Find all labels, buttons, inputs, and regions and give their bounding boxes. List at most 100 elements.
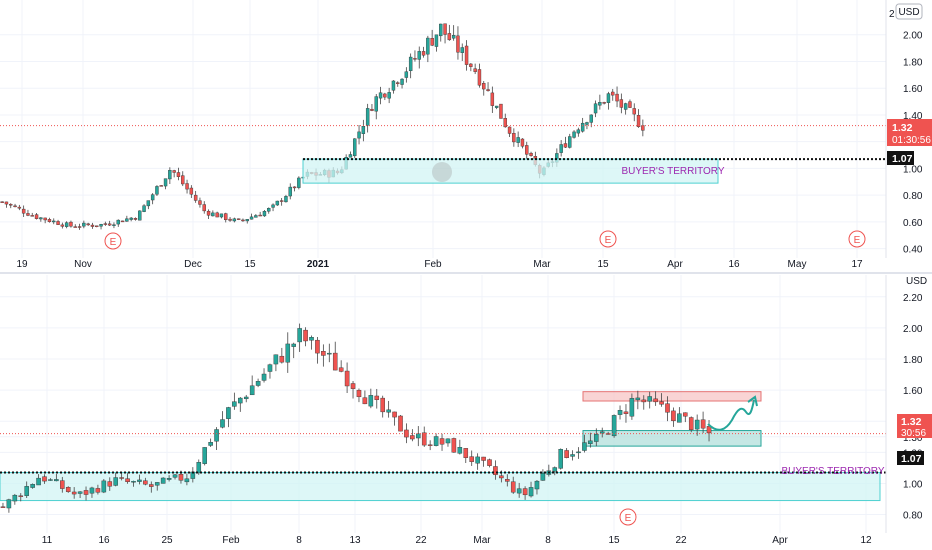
candle (315, 337, 320, 364)
y-tick-label: 1.00 (903, 479, 923, 490)
candle (86, 222, 90, 227)
candle (196, 459, 202, 475)
candle (39, 217, 43, 222)
candle (410, 429, 415, 442)
bottom-time-axis[interactable]: 11 16 25 Feb 8 13 22 Mar 8 15 22 Apr 12 (42, 535, 872, 546)
candle (166, 475, 172, 482)
bottom-currency-label: USD (906, 276, 927, 287)
candle (594, 428, 599, 447)
bottom-overlays (0, 433, 886, 474)
candle (365, 103, 370, 133)
candle (228, 217, 232, 222)
x-tick-label: 15 (244, 259, 256, 270)
candle (404, 67, 409, 83)
candle (647, 391, 652, 409)
candle (21, 205, 26, 217)
candle (505, 474, 510, 487)
earnings-marker-label: E (110, 237, 117, 248)
candle (408, 53, 413, 79)
candle (417, 46, 421, 69)
candle (671, 407, 676, 427)
top-earnings-marker-1[interactable]: E (104, 232, 122, 250)
candle (129, 217, 133, 222)
candle (297, 176, 301, 190)
top-currency-badge[interactable]: USD (895, 3, 923, 20)
candle (119, 472, 124, 481)
candle (451, 25, 456, 41)
candle (606, 91, 611, 110)
earnings-marker-label: E (625, 513, 632, 524)
candle (215, 211, 219, 218)
candle (184, 473, 190, 486)
candle (77, 491, 83, 498)
candle (116, 219, 120, 227)
candle (665, 396, 670, 422)
candle (635, 390, 641, 410)
candle (211, 210, 215, 217)
bottom-chart-panel[interactable]: 0.801.001.201.301.401.601.802.002.20 111… (0, 275, 932, 546)
candle (494, 105, 499, 110)
candle (421, 46, 426, 58)
candle (52, 218, 56, 225)
x-tick-label: 11 (42, 535, 53, 546)
candle (619, 93, 624, 114)
resistance-zone[interactable] (582, 391, 762, 402)
bottom-candles (0, 323, 712, 513)
top-grid (0, 0, 886, 258)
consolidation-zone[interactable] (582, 430, 762, 447)
candle (146, 200, 151, 210)
candle (368, 388, 374, 409)
candle (628, 99, 632, 109)
candle (430, 29, 434, 47)
candle (598, 94, 602, 110)
candle (353, 138, 357, 158)
top-chart-panel[interactable]: 0.400.600.801.001.201.401.601.802.00 19N… (0, 0, 932, 270)
candle (36, 474, 41, 486)
candle (558, 448, 563, 470)
bottom-support-price: 1.07 (901, 453, 922, 465)
candle (636, 109, 641, 128)
buyers-territory-zone[interactable] (0, 472, 881, 502)
candle (172, 474, 178, 480)
candle (416, 426, 421, 447)
candle (120, 220, 125, 223)
candle (176, 167, 181, 181)
candle (112, 222, 116, 229)
y-tick-label: 1.30 (903, 433, 923, 444)
candle (503, 113, 507, 128)
bottom-earnings-marker[interactable]: E (619, 508, 637, 526)
top-earnings-marker-2[interactable]: E (599, 230, 617, 248)
candle (142, 204, 146, 213)
candle (202, 201, 206, 214)
x-tick-label: Mar (533, 259, 551, 270)
x-tick-label: 25 (161, 535, 173, 546)
bottom-last-price: 1.32 (901, 416, 922, 428)
y-tick-label: 2.00 (903, 324, 923, 335)
candle (457, 439, 463, 455)
candle (332, 341, 338, 371)
candle (30, 212, 34, 217)
candle (321, 344, 326, 367)
candle (54, 474, 59, 482)
projection-arrow[interactable] (707, 395, 758, 431)
candle (386, 400, 391, 418)
candle (12, 493, 18, 505)
x-tick-label: 19 (16, 259, 28, 270)
top-time-axis[interactable]: 19 Nov Dec 15 2021 Feb Mar 15 Apr 16 May 17 (16, 259, 863, 270)
candle (202, 447, 207, 466)
candle (576, 127, 581, 137)
candle (473, 63, 477, 75)
top-earnings-marker-3[interactable]: E (848, 230, 866, 248)
candle (629, 393, 635, 420)
candle (271, 203, 275, 212)
candle (516, 482, 522, 498)
candle (77, 223, 82, 230)
buyers-territory-zone[interactable] (302, 158, 719, 184)
candle (113, 472, 118, 487)
candle (451, 437, 457, 453)
y-tick-label: 0.80 (903, 191, 923, 202)
candle (528, 481, 534, 498)
candle (138, 210, 142, 221)
candle (133, 217, 138, 221)
